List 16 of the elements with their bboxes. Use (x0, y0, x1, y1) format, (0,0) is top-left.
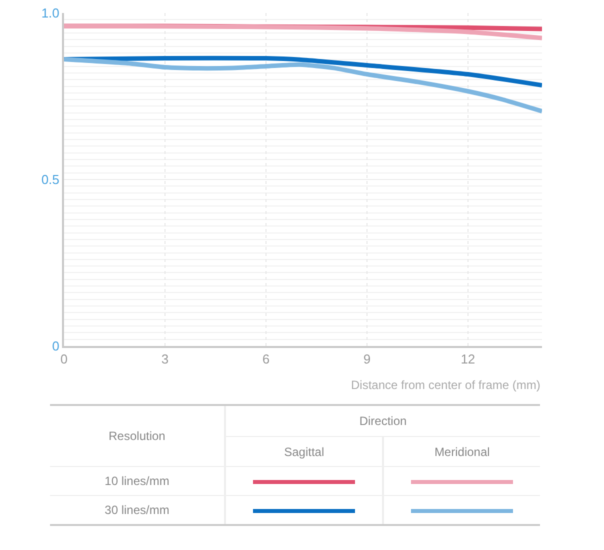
x-tick-label: 12 (460, 352, 476, 367)
text: Resolution (50, 405, 225, 466)
x-tick-label: 3 (161, 352, 169, 367)
line-series (64, 57, 542, 114)
x-tick-label: 6 (262, 352, 270, 367)
text: Sagittal (225, 436, 384, 466)
text: Meridional (383, 436, 540, 466)
y-tick-label: 1.0 (41, 6, 60, 21)
y-tick-label: 0 (52, 338, 60, 354)
line-series (64, 24, 542, 40)
text: 10 lines/mm (50, 466, 225, 496)
x-axis-title: Distance from center of frame (mm) (351, 378, 540, 392)
text: Direction (225, 405, 540, 436)
x-tick-label: 9 (363, 352, 371, 367)
y-tick-label: 0.5 (41, 172, 60, 188)
text: 30 lines/mm (50, 496, 225, 525)
